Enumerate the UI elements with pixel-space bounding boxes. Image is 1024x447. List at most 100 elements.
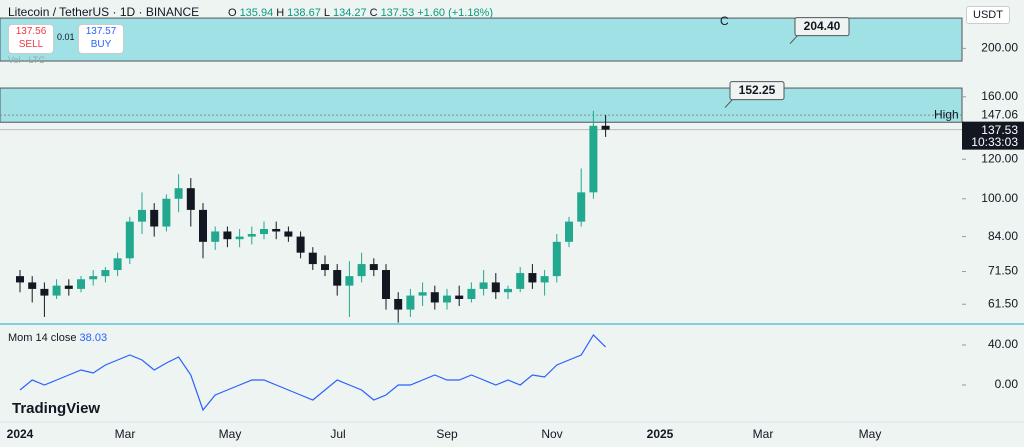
y-tick-label: 84.00 <box>988 229 1018 243</box>
change-pct: (+1.18%) <box>448 7 494 19</box>
y-tick-label: 40.00 <box>988 337 1018 351</box>
candle-body <box>150 209 159 227</box>
candle-body <box>369 264 378 271</box>
ohlc: O 135.94 H 138.67 L 134.27 C 137.53 +1.60 (+1.18%… <box>228 7 496 19</box>
brand: TradingView <box>12 400 101 417</box>
last-price-box <box>962 121 1024 150</box>
ohlc-key: C <box>369 7 378 19</box>
candle-body <box>247 234 256 237</box>
zone <box>0 87 963 123</box>
sell-button[interactable]: 137.56 SELL <box>8 24 54 54</box>
candle-body <box>211 231 220 242</box>
candle-body <box>308 252 317 265</box>
currency-select[interactable]: USDT <box>966 6 1010 24</box>
high-label: High <box>934 107 959 121</box>
indicator-value: 38.03 <box>79 332 108 344</box>
y-tick-label: 0.00 <box>995 377 1019 391</box>
candle-body <box>479 282 488 289</box>
ohlc-key: L <box>323 7 330 19</box>
candle-body <box>174 188 183 199</box>
ohlc-key: O <box>228 7 237 19</box>
change: +1.60 <box>417 7 446 19</box>
candle-body <box>504 288 512 293</box>
candle-body <box>540 276 549 283</box>
ohlc-value: 137.53 <box>380 7 415 19</box>
candle-body <box>516 273 525 289</box>
candle-body <box>235 236 244 240</box>
callout-box <box>794 17 850 37</box>
candle-body <box>565 221 573 242</box>
zone-letter: C <box>720 14 729 28</box>
callout-box <box>729 81 785 101</box>
y-tick-label: 71.50 <box>988 264 1018 278</box>
x-tick-label: Jul <box>330 427 345 441</box>
y-tick-label: 61.50 <box>988 296 1018 310</box>
candle-body <box>162 198 171 227</box>
candle-body <box>296 236 305 253</box>
candle-body <box>64 285 73 289</box>
x-tick-label: Sep <box>436 427 458 441</box>
candle-body <box>89 276 98 280</box>
candle-body <box>284 231 293 237</box>
candle-body <box>455 295 464 299</box>
candle-body <box>52 285 61 296</box>
candle-body <box>491 282 500 293</box>
candle-body <box>77 279 85 289</box>
candle-body <box>101 270 110 277</box>
candle-body <box>552 241 561 277</box>
candle-body <box>394 298 403 310</box>
candle-body <box>186 188 195 210</box>
candle-body <box>430 292 439 303</box>
buy-label: BUY <box>90 39 112 50</box>
y-tick-label: 200.00 <box>981 41 1018 55</box>
volume-label: Vol · LTC <box>8 55 45 65</box>
x-tick-label: May <box>219 427 242 441</box>
x-tick-label: 2025 <box>647 427 674 441</box>
candle-body <box>260 228 268 235</box>
x-tick-label: Mar <box>753 427 774 441</box>
candle-body <box>577 192 586 222</box>
candle-body <box>223 231 232 240</box>
indicator-label: Mom 14 close 38.03 <box>8 332 107 344</box>
candle-body <box>28 282 37 289</box>
candle-body <box>138 209 146 222</box>
axis-bg <box>962 0 1024 447</box>
candle-body <box>601 125 610 130</box>
candle-body <box>382 270 390 299</box>
candle-body <box>125 221 134 259</box>
ohlc-key: H <box>276 7 285 19</box>
ohlc-value: 134.27 <box>332 7 367 19</box>
buy-button[interactable]: 137.57 BUY <box>78 24 124 54</box>
callout-label: 204.40 <box>804 19 841 33</box>
candle-body <box>443 295 451 303</box>
candle-body <box>528 273 537 283</box>
chart-title: Litecoin / TetherUS · 1D · BINANCE <box>8 5 200 19</box>
candle-body <box>589 125 598 193</box>
y-tick-label: 100.00 <box>981 191 1018 205</box>
candle-body <box>467 288 476 299</box>
candle-body <box>345 276 354 286</box>
x-tick-label: May <box>859 427 882 441</box>
buy-price: 137.57 <box>85 26 117 37</box>
countdown: 10:33:03 <box>971 135 1018 149</box>
ohlc-value: 135.94 <box>239 7 274 19</box>
x-tick-label: Nov <box>541 427 562 441</box>
candle-body <box>333 270 342 286</box>
y-tick-label: 120.00 <box>981 151 1018 165</box>
ohlc-value: 138.67 <box>287 7 321 19</box>
x-tick-label: Mar <box>115 427 136 441</box>
candle-body <box>199 209 207 242</box>
momentum-line <box>19 334 607 412</box>
last-price: 137.53 <box>981 123 1018 137</box>
candle-body <box>113 258 122 271</box>
candle-body <box>406 295 415 310</box>
high-price: 147.06 <box>981 107 1018 121</box>
candle-body <box>321 264 329 271</box>
spread: 0.01 <box>57 32 75 42</box>
sell-label: SELL <box>18 39 44 50</box>
x-tick-label: 2024 <box>7 427 34 441</box>
candle-body <box>272 228 281 232</box>
y-tick-label: 160.00 <box>981 89 1018 103</box>
